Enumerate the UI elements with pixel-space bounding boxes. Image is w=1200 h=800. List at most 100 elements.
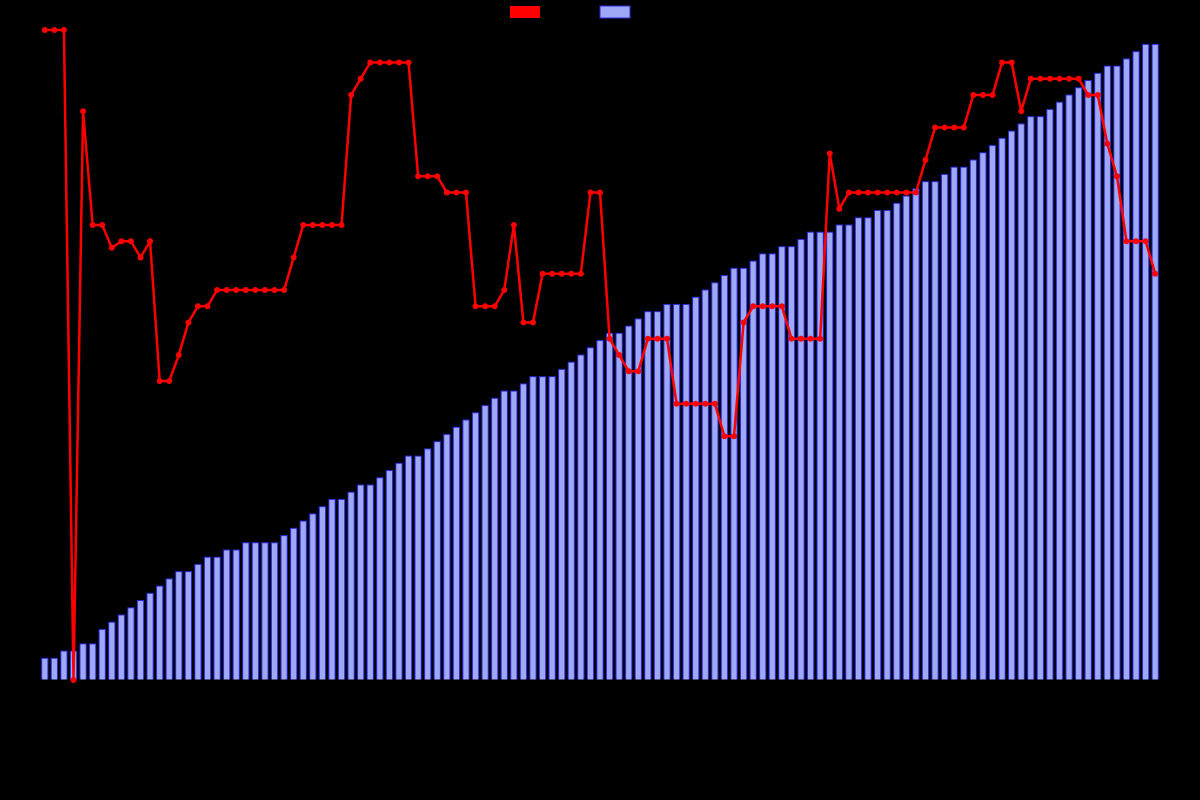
line-marker (597, 190, 603, 196)
bar (626, 326, 632, 680)
bar (616, 333, 622, 680)
bar (1028, 117, 1034, 680)
bar (942, 174, 948, 680)
bar (760, 254, 766, 680)
line-marker (1133, 238, 1139, 244)
line-marker (808, 336, 814, 342)
bar (377, 478, 383, 680)
y-right-tick-label: 60 (1168, 242, 1180, 254)
line-marker (1123, 238, 1129, 244)
line-marker (482, 303, 488, 309)
bar (166, 579, 172, 680)
bar (606, 333, 612, 680)
bar (463, 420, 469, 680)
line-marker (406, 60, 412, 66)
line-marker (319, 222, 325, 228)
line-marker (1047, 76, 1053, 82)
bar (338, 499, 344, 680)
bar (1133, 52, 1139, 680)
line-marker (118, 238, 124, 244)
line-marker (396, 60, 402, 66)
combo-chart: 3,03,23,43,63,84,04,24,44,64,85,00102030… (0, 0, 1200, 800)
y-left-tick-label: 4,2 (17, 285, 32, 297)
bar (922, 182, 928, 680)
bar (645, 312, 651, 680)
bar (51, 658, 57, 680)
line-marker (549, 271, 555, 277)
line-marker (913, 190, 919, 196)
line-marker (1095, 92, 1101, 98)
line-marker (224, 287, 230, 293)
bar (1047, 109, 1053, 680)
line-marker (1066, 76, 1072, 82)
line-marker (970, 92, 976, 98)
bar (693, 297, 699, 680)
bar (712, 283, 718, 680)
bar (511, 391, 517, 680)
bar (386, 471, 392, 680)
y-right-tick-label: 80 (1168, 97, 1180, 109)
bar (1066, 95, 1072, 680)
y-right-tick-label: 0 (1168, 675, 1174, 687)
line-marker (147, 238, 153, 244)
bar (1123, 59, 1129, 680)
bar (137, 601, 143, 680)
bar (903, 196, 909, 680)
bar (501, 391, 507, 680)
bar (683, 304, 689, 680)
bar (989, 146, 995, 680)
y-left-tick-label: 4,4 (17, 220, 32, 232)
bar (1104, 66, 1110, 680)
line-marker (750, 303, 756, 309)
bar (271, 543, 277, 680)
line-marker (243, 287, 249, 293)
line-marker (520, 320, 526, 326)
bar (1009, 131, 1015, 680)
bar (195, 564, 201, 680)
line-marker (300, 222, 306, 228)
line-marker (894, 190, 900, 196)
line-marker (80, 108, 86, 114)
line-marker (664, 336, 670, 342)
line-marker (195, 303, 201, 309)
line-marker (281, 287, 287, 293)
line-marker (980, 92, 986, 98)
bar (367, 485, 373, 680)
line-marker (205, 303, 211, 309)
line-marker (922, 157, 928, 163)
bar (1095, 73, 1101, 680)
line-marker (568, 271, 574, 277)
bar (224, 550, 230, 680)
line-marker (731, 433, 737, 439)
y-left-tick-label: 3,8 (17, 415, 32, 427)
bar (214, 557, 220, 680)
line-marker (157, 378, 163, 384)
y-right-tick-label: 50 (1168, 314, 1180, 326)
bar (1076, 88, 1082, 680)
line-marker (1056, 76, 1062, 82)
bar (539, 377, 545, 680)
line-marker (702, 401, 708, 407)
bar (597, 341, 603, 680)
bar (176, 572, 182, 680)
bar (1152, 44, 1158, 680)
line-marker (779, 303, 785, 309)
line-marker (377, 60, 383, 66)
line-marker (836, 206, 842, 212)
line-marker (386, 60, 392, 66)
bars-group (42, 44, 1159, 680)
line-marker (1104, 141, 1110, 147)
line-marker (654, 336, 660, 342)
bar (358, 485, 364, 680)
line-marker (951, 125, 957, 131)
bar (310, 514, 316, 680)
line-marker (444, 190, 450, 196)
line-marker (530, 320, 536, 326)
bar (702, 290, 708, 680)
bar (204, 557, 210, 680)
bar (1085, 81, 1091, 680)
bar (894, 203, 900, 680)
line-marker (798, 336, 804, 342)
bar (61, 651, 67, 680)
bar (788, 247, 794, 680)
